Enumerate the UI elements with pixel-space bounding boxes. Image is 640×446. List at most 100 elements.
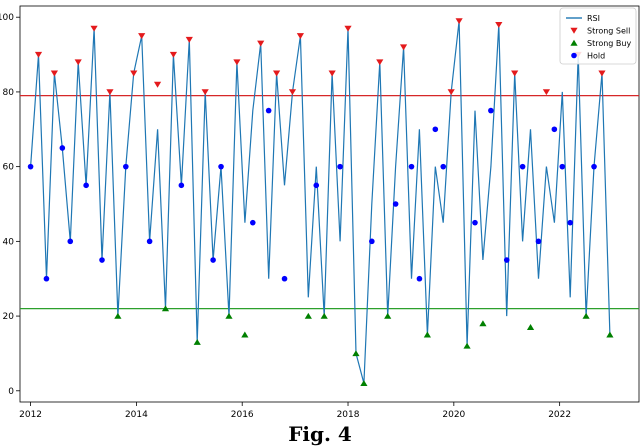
strong-buy-point <box>423 331 431 338</box>
series-layer <box>27 18 614 387</box>
strong-sell-point <box>328 70 336 77</box>
strong-sell-point <box>376 59 384 66</box>
strong-buy-point <box>114 312 122 319</box>
strong-buy-point <box>241 331 249 338</box>
legend-label-strong-buy: Strong Buy <box>587 39 631 48</box>
x-axis-ticks: 2012 2014 2016 2018 2020 2022 <box>19 402 571 420</box>
hold-point <box>369 238 375 245</box>
strong-buy-point <box>225 312 233 319</box>
hold-point <box>265 107 272 114</box>
hold-point <box>432 126 439 133</box>
hold-point <box>337 163 343 170</box>
strong-sell-point <box>169 51 178 58</box>
strong-sell-point <box>455 18 463 25</box>
hold-point <box>535 238 542 245</box>
hold-point <box>313 182 320 189</box>
hold-point <box>249 219 256 226</box>
legend-box <box>559 7 637 65</box>
hold-point <box>123 163 129 170</box>
strong-sell-point <box>598 70 606 77</box>
hold-point <box>83 182 89 189</box>
strong-sell-point <box>447 89 455 96</box>
y-tick-label: 100 <box>0 13 14 23</box>
hold-point <box>27 163 34 170</box>
hold-point <box>472 219 478 226</box>
rsi-chart: 2012 2014 2016 2018 2020 2022 0 20 40 60 80 100 RS… <box>0 5 640 420</box>
strong-sell-point <box>50 70 58 77</box>
x-tick-label: 2016 <box>231 410 254 420</box>
y-tick-label: 40 <box>3 237 15 247</box>
strong-sell-point <box>542 89 551 96</box>
strong-buy-point <box>320 312 328 319</box>
x-tick-label: 2020 <box>442 410 465 420</box>
y-tick-label: 0 <box>8 387 14 397</box>
strong-sell-point <box>233 59 241 66</box>
strong-sell-point <box>74 59 82 66</box>
hold-point <box>67 238 74 245</box>
legend-label-rsi: RSI <box>587 14 600 23</box>
strong-buy-point <box>479 320 487 327</box>
threshold-lines <box>20 95 639 310</box>
strong-buy-point <box>360 380 368 387</box>
hold-point <box>488 107 494 114</box>
strong-sell-point <box>90 25 98 32</box>
strong-sell-point <box>130 70 138 77</box>
strong-sell-point <box>153 81 162 88</box>
y-tick-label: 80 <box>3 88 15 98</box>
x-tick-label: 2018 <box>337 410 360 420</box>
hold-point <box>99 257 105 263</box>
y-tick-label: 60 <box>3 163 15 173</box>
hold-point <box>146 238 153 245</box>
strong-buy-point <box>463 342 471 349</box>
strong-buy-point <box>161 305 170 312</box>
strong-sell-point <box>185 36 193 43</box>
hold-point <box>408 163 415 170</box>
strong-buy-point <box>606 331 614 338</box>
strong-sell-point <box>106 89 114 96</box>
strong-buy-point <box>526 324 535 330</box>
legend-swatch-strong-buy <box>570 39 578 46</box>
legend-label-strong-sell: Strong Sell <box>587 27 630 36</box>
hold-point <box>43 275 50 282</box>
hold-point <box>559 163 566 170</box>
strong-sell-point <box>272 70 281 77</box>
strong-sell-point <box>288 89 297 96</box>
hold-point <box>210 257 216 263</box>
rsi-line <box>30 20 611 384</box>
hold-point <box>440 163 447 170</box>
hold-point <box>551 126 558 133</box>
strong-buy-point <box>352 350 360 357</box>
hold-point <box>178 182 185 189</box>
plot-frame <box>19 5 640 403</box>
strong-sell-point <box>201 89 209 96</box>
figure-caption: Fig. 4 <box>288 422 352 446</box>
hold-point <box>59 145 66 151</box>
hold-point <box>392 201 399 207</box>
strong-sell-point <box>34 51 43 58</box>
y-axis-ticks: 0 20 40 60 80 100 <box>0 13 20 397</box>
strong-buy-point <box>193 338 201 345</box>
strong-sell-point <box>495 21 503 28</box>
hold-point <box>281 275 288 282</box>
hold-point <box>503 257 510 263</box>
x-tick-label: 2022 <box>548 410 571 420</box>
strong-sell-point <box>257 40 265 47</box>
hold-point <box>416 275 423 282</box>
strong-sell-point <box>399 44 408 51</box>
strong-sell-point <box>296 33 305 40</box>
hold-point <box>218 163 224 170</box>
strong-sell-point <box>344 25 352 32</box>
hold-point <box>591 163 597 170</box>
x-tick-label: 2014 <box>125 410 148 420</box>
strong-buy-point <box>582 312 590 319</box>
legend-label-hold: Hold <box>587 52 605 61</box>
legend-swatch-hold <box>571 52 577 59</box>
x-tick-label: 2012 <box>19 410 42 420</box>
strong-sell-point <box>511 70 519 77</box>
legend-swatch-strong-sell <box>570 27 578 34</box>
legend: RSI Strong Sell Strong Buy Hold <box>559 7 637 65</box>
strong-sell-point <box>138 33 146 40</box>
strong-buy-point <box>384 312 392 319</box>
y-tick-label: 20 <box>3 312 15 322</box>
hold-point <box>519 163 526 170</box>
